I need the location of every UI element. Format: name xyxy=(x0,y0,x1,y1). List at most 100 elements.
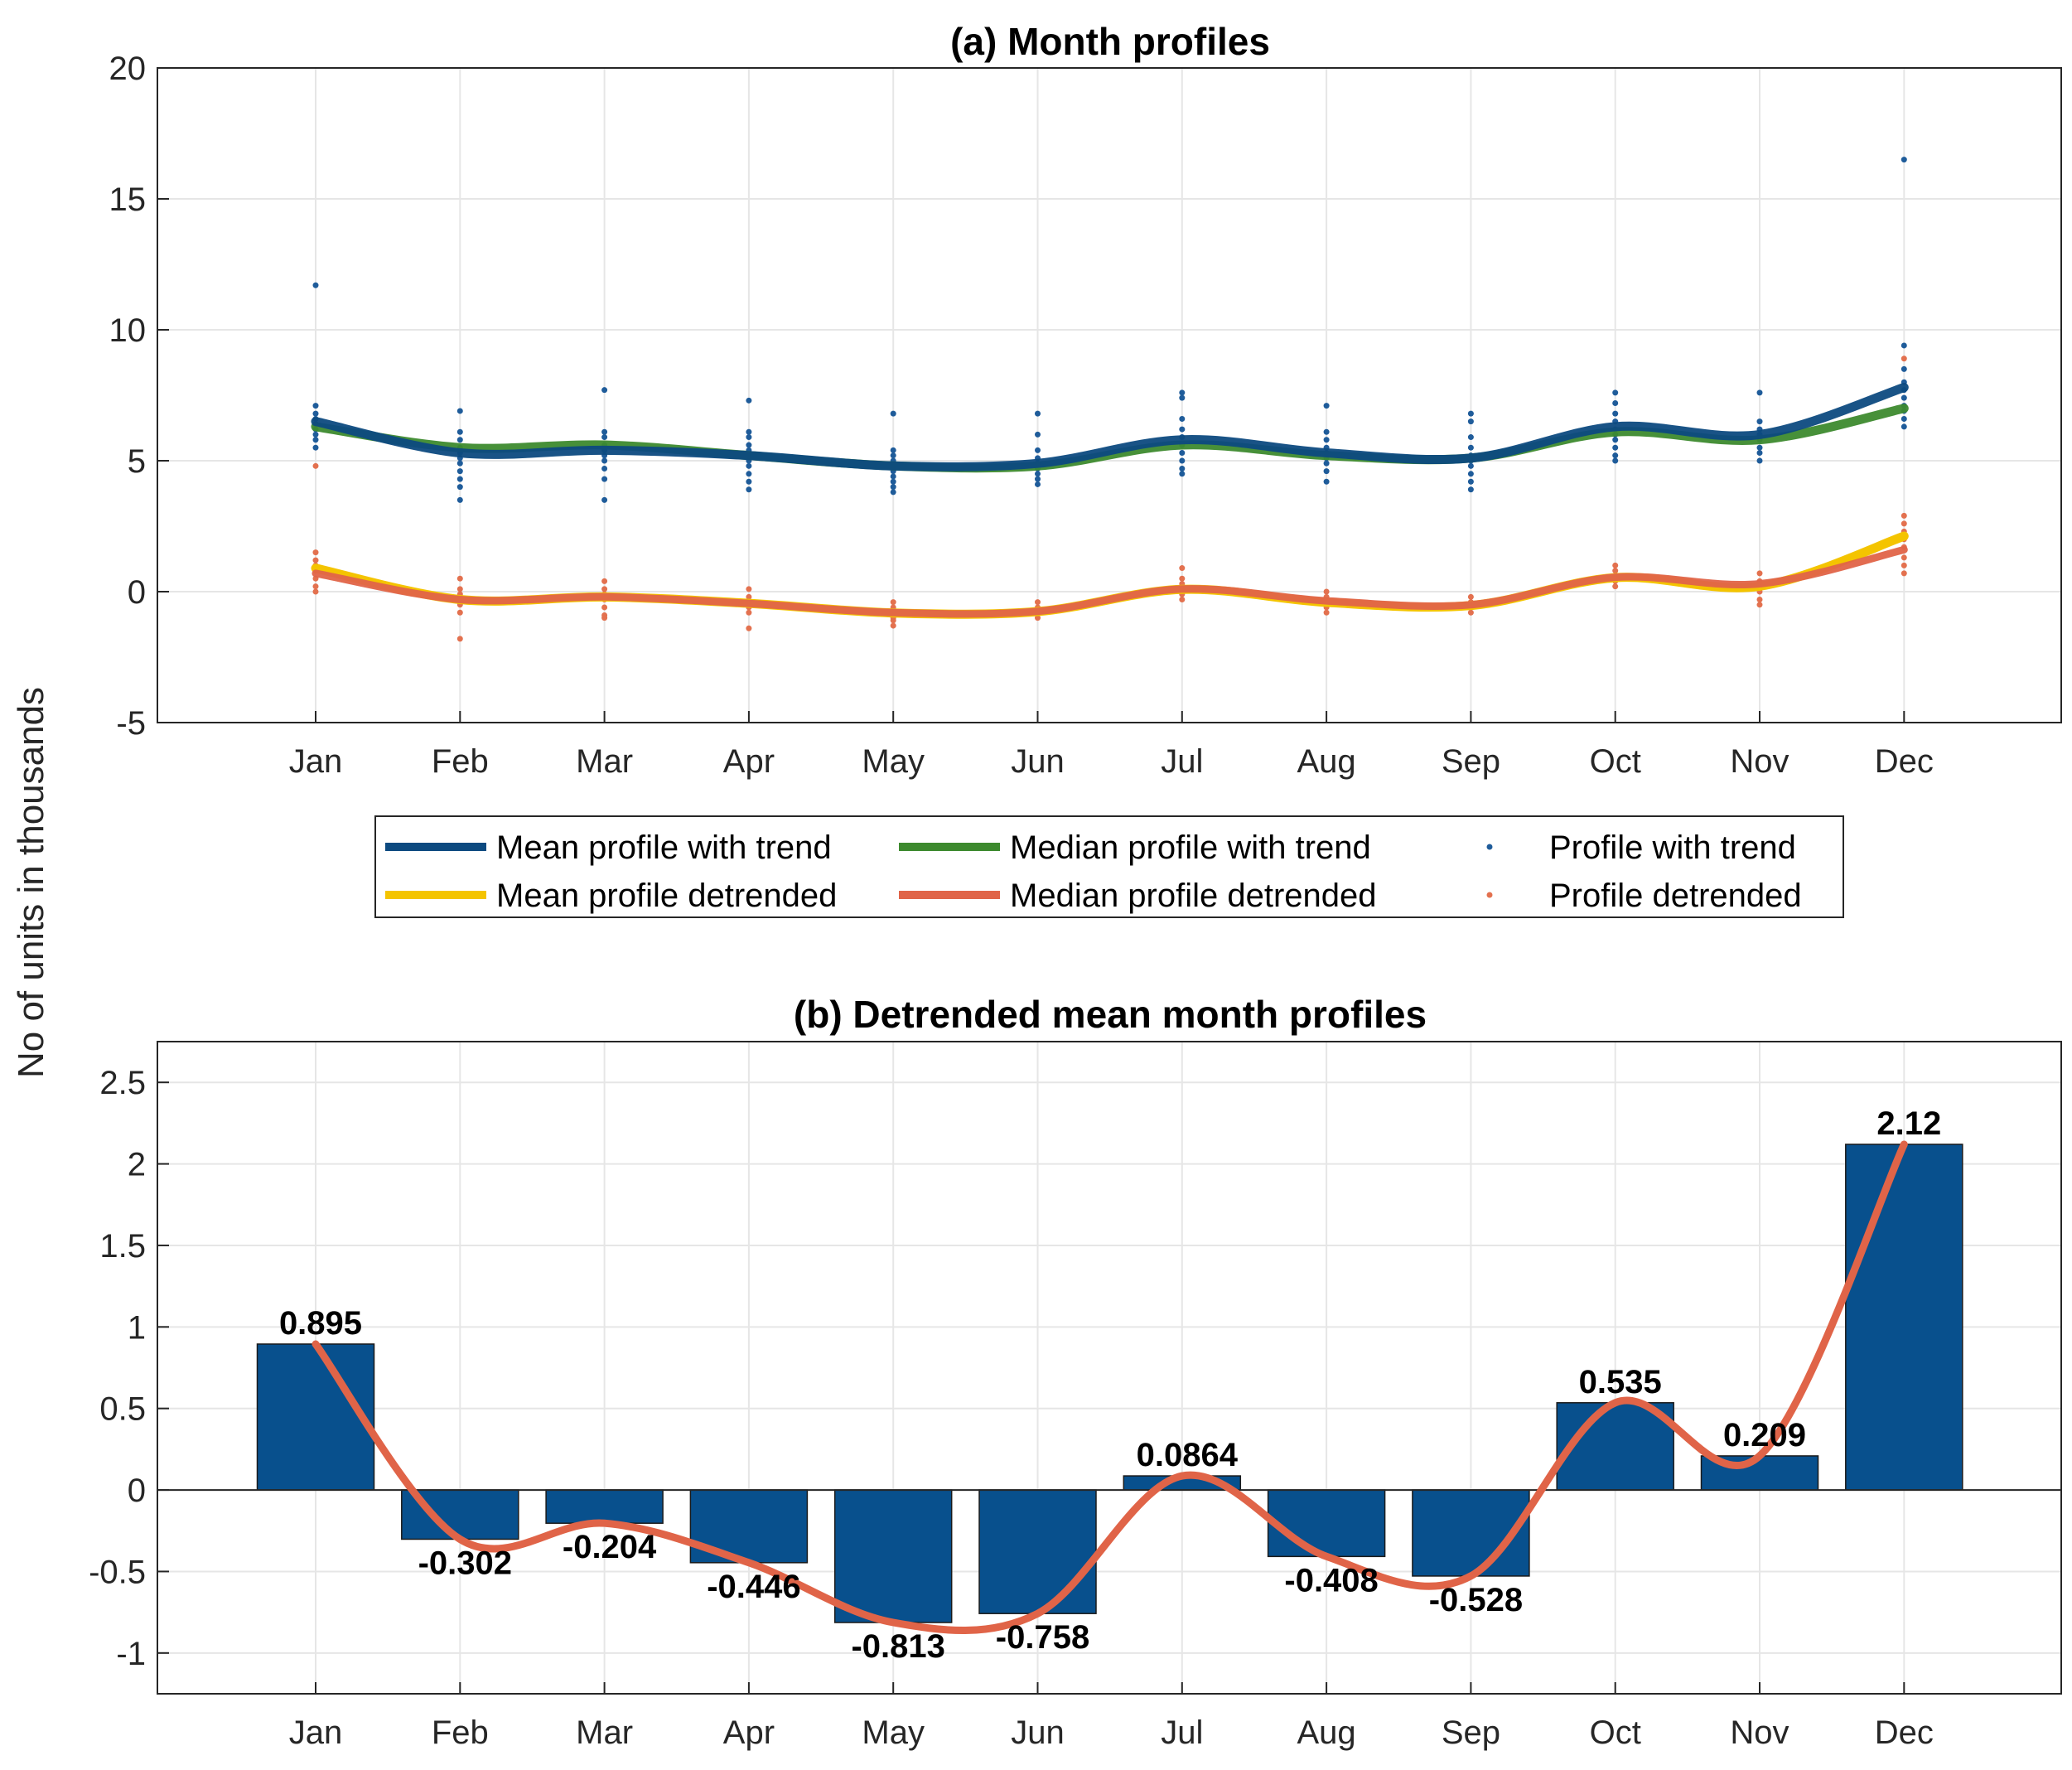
panel-a-point-profile-with-trend xyxy=(890,410,896,417)
panel-b-x-tick-label-nov: Nov xyxy=(1730,1714,1789,1751)
panel-b-x-tick-label-mar: Mar xyxy=(576,1714,633,1751)
legend-label: Mean profile with trend xyxy=(496,829,832,866)
panel-a-point-profile-with-trend xyxy=(1179,394,1186,401)
panel-b-y-tick-label: -1 xyxy=(116,1636,146,1672)
panel-a-point-profile-detrended xyxy=(1612,568,1619,574)
data-label-mar: -0.204 xyxy=(563,1529,657,1565)
panel-a-point-profile-with-trend xyxy=(1179,389,1186,396)
panel-a-point-profile-with-trend xyxy=(1179,415,1186,422)
panel-a-point-profile-detrended xyxy=(601,578,608,584)
panel-a-point-profile-with-trend xyxy=(1323,428,1330,435)
panel-a-y-tick-label: 5 xyxy=(128,443,146,480)
panel-a-point-profile-with-trend xyxy=(312,282,319,288)
panel-b-y-tick-label: 2.5 xyxy=(99,1065,146,1101)
panel-b-y-tick-label: 2 xyxy=(128,1147,146,1183)
panel-a-point-profile-with-trend xyxy=(1467,462,1474,469)
panel-b-curve xyxy=(312,1140,1908,1635)
data-label-jun: -0.758 xyxy=(996,1619,1089,1656)
panel-a-point-profile-detrended xyxy=(890,617,896,624)
panel-a-x-ticks: Jan Feb Mar Apr May Jun Jul Aug Sep Oct Nov Dec xyxy=(289,711,1934,780)
panel-a-point-profile-with-trend xyxy=(746,471,752,477)
panel-a-point-profile-detrended xyxy=(601,615,608,621)
panel-a-point-profile-with-trend xyxy=(1467,410,1474,417)
data-label-jan: 0.895 xyxy=(279,1305,362,1342)
panel-a-point-profile-with-trend xyxy=(1901,423,1907,430)
panel-a-point-profile-with-trend xyxy=(1467,418,1474,425)
panel-a-line-mean-profile-with-trend xyxy=(311,383,1909,472)
panel-a-point-profile-detrended xyxy=(456,575,463,582)
panel-a-point-profile-with-trend xyxy=(746,428,752,435)
bar-may xyxy=(833,1489,953,1623)
bar-mar xyxy=(545,1489,664,1524)
data-label-nov: 0.209 xyxy=(1723,1417,1806,1453)
panel-a-point-profile-detrended xyxy=(601,586,608,592)
panel-a-point-profile-with-trend xyxy=(1756,444,1763,451)
panel-a-point-profile-with-trend xyxy=(601,465,608,472)
panel-a-point-profile-with-trend xyxy=(1901,415,1907,422)
panel-a-point-profile-with-trend xyxy=(746,397,752,404)
legend: Mean profile with trend Median profile wi… xyxy=(374,815,1844,918)
panel-a-x-tick-label-aug: Aug xyxy=(1297,743,1356,780)
panel-a-point-profile-with-trend xyxy=(1467,478,1474,485)
panel-a-x-tick-label-sep: Sep xyxy=(1442,743,1500,780)
panel-a-point-profile-detrended xyxy=(1756,602,1763,608)
panel-a-point-profile-detrended xyxy=(746,593,752,600)
panel-b-axes-box xyxy=(157,1041,2062,1695)
legend-item-profile-with-trend: Profile with trend xyxy=(1486,829,1796,866)
panel-a-point-profile-detrended xyxy=(1901,562,1907,568)
panel-a-point-profile-with-trend xyxy=(1756,457,1763,464)
panel-a-point-profile-with-trend xyxy=(601,428,608,435)
panel-a-plot-area xyxy=(311,157,1909,642)
legend-item-profile-detrended: Profile detrended xyxy=(1486,878,1802,914)
panel-a-point-profile-with-trend xyxy=(601,476,608,482)
panel-a-point-profile-with-trend xyxy=(456,484,463,491)
panel-b-data-labels: 0.895 -0.302 -0.204 -0.446 -0.813 -0.758 0.086… xyxy=(279,1105,1941,1665)
panel-a-point-profile-with-trend xyxy=(890,452,896,459)
panel-a-point-profile-with-trend xyxy=(456,408,463,414)
panel-a-point-profile-detrended xyxy=(312,588,319,595)
panel-b-x-tick-label-dec: Dec xyxy=(1875,1714,1934,1751)
panel-a-point-profile-with-trend xyxy=(1035,471,1041,477)
panel-a-x-tick-label-oct: Oct xyxy=(1590,743,1641,780)
panel-a-point-profile-with-trend xyxy=(1179,471,1186,477)
legend-item-median-profile-with-trend: Median profile with trend xyxy=(899,829,1371,866)
bar-aug xyxy=(1267,1489,1386,1558)
panel-a-point-profile-with-trend xyxy=(1612,389,1619,396)
panel-b-x-tick-label-oct: Oct xyxy=(1590,1714,1641,1751)
legend-item-mean-profile-detrended: Mean profile detrended xyxy=(385,878,837,914)
bar-oct xyxy=(1556,1402,1674,1491)
panel-a-point-profile-detrended xyxy=(890,622,896,629)
legend-swatch-marker xyxy=(1486,892,1493,898)
panel-a-point-profile-detrended xyxy=(1035,599,1041,606)
bar-jan xyxy=(256,1343,375,1491)
panel-a-point-profile-with-trend xyxy=(1901,157,1907,163)
legend-swatch-marker xyxy=(1486,844,1493,850)
data-label-oct: 0.535 xyxy=(1579,1364,1662,1400)
panel-b-x-tick-label-sep: Sep xyxy=(1442,1714,1500,1751)
bar-jun xyxy=(978,1489,1097,1614)
panel-a-point-profile-with-trend xyxy=(1612,399,1619,406)
panel-a-point-profile-with-trend xyxy=(456,476,463,482)
panel-a-point-profile-with-trend xyxy=(1035,431,1041,438)
panel-a-point-profile-with-trend xyxy=(1901,365,1907,372)
data-label-dec: 2.12 xyxy=(1876,1105,1941,1142)
panel-a-point-profile-with-trend xyxy=(456,460,463,467)
panel-a-y-tick-label: -5 xyxy=(116,705,146,742)
legend-label: Median profile detrended xyxy=(1010,878,1377,914)
panel-a-y-tick-label: 20 xyxy=(109,51,147,87)
panel-a-point-profile-with-trend xyxy=(890,478,896,485)
panel-a-point-profile-with-trend xyxy=(1179,457,1186,464)
panel-a-point-profile-detrended xyxy=(1901,520,1907,527)
panel-a-point-profile-with-trend xyxy=(1467,444,1474,451)
panel-a-x-tick-label-jan: Jan xyxy=(289,743,343,780)
panel-a-point-profile-with-trend xyxy=(601,434,608,441)
panel-b-y-tick-label: 0 xyxy=(128,1473,146,1509)
panel-a-point-profile-with-trend xyxy=(601,457,608,464)
panel-b-y-tick-label: 1.5 xyxy=(99,1228,146,1265)
panel-b-y-tick-label: 1 xyxy=(128,1309,146,1346)
panel-a-point-profile-detrended xyxy=(1179,575,1186,582)
panel-b-x-tick-label-apr: Apr xyxy=(723,1714,775,1751)
panel-a-point-profile-with-trend xyxy=(601,496,608,503)
panel-a-point-profile-detrended xyxy=(1612,562,1619,568)
